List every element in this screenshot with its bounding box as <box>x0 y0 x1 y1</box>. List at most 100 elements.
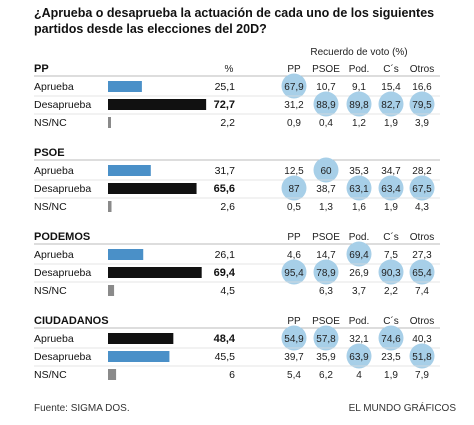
highlight-bubble <box>378 91 404 117</box>
vote-cell: 90,3 <box>381 268 401 279</box>
vote-cell: 74,6 <box>381 334 401 345</box>
row-total: 45,5 <box>215 351 236 363</box>
vote-cell: 35,9 <box>316 352 336 363</box>
vote-col-header: PP <box>287 64 301 75</box>
vote-cell: 1,2 <box>352 118 366 129</box>
vote-cell: 67,9 <box>284 82 304 93</box>
vote-col-header: PSOE <box>312 316 340 327</box>
chart-title-line: ¿Aprueba o desaprueba la actuación de ca… <box>34 6 434 20</box>
row-bar <box>108 351 170 362</box>
row-total: 48,4 <box>214 333 236 345</box>
vote-cell: 1,6 <box>352 202 366 213</box>
row-total: 31,7 <box>215 165 236 177</box>
row-bar <box>108 183 197 194</box>
vote-cell: 87 <box>288 184 300 195</box>
vote-col-header: Pod. <box>349 232 370 243</box>
vote-cell: 63,1 <box>349 184 369 195</box>
source-note: Fuente: SIGMA DOS. <box>34 403 130 414</box>
highlight-bubble <box>378 325 404 351</box>
vote-col-header: Otros <box>410 316 434 327</box>
highlight-bubble <box>409 91 435 117</box>
vote-cell: 4 <box>356 370 362 381</box>
row-label: Aprueba <box>34 249 74 261</box>
vote-cell: 89,8 <box>349 100 369 111</box>
vote-col-header: Otros <box>410 64 434 75</box>
vote-cell: 7,4 <box>415 286 429 297</box>
vote-cell: 27,3 <box>412 250 432 261</box>
row-total: 25,1 <box>215 81 236 93</box>
vote-col-header: PSOE <box>312 64 340 75</box>
vote-cell: 1,9 <box>384 202 398 213</box>
highlight-bubble <box>281 175 307 201</box>
section-party-label: PODEMOS <box>34 231 90 243</box>
highlight-bubble <box>281 73 307 99</box>
highlight-bubble <box>409 343 435 369</box>
row-label: Aprueba <box>34 333 74 345</box>
vote-cell: 39,7 <box>284 352 304 363</box>
vote-cell: 1,9 <box>384 118 398 129</box>
vote-cell: 4,6 <box>287 250 301 261</box>
vote-col-header: PP <box>287 232 301 243</box>
row-label: Desaprueba <box>34 351 91 363</box>
row-total: 4,5 <box>220 285 235 297</box>
vote-cell: 4,3 <box>415 202 429 213</box>
row-bar <box>108 285 115 296</box>
highlight-bubble <box>313 157 339 183</box>
row-total: 6 <box>229 369 235 381</box>
vote-col-header: C´s <box>383 315 399 327</box>
vote-cell: 10,7 <box>316 82 336 93</box>
vote-cell: 0,4 <box>319 118 333 129</box>
vote-cell: 38,7 <box>316 184 336 195</box>
row-label: NS/NC <box>34 369 67 381</box>
vote-cell: 51,8 <box>412 352 432 363</box>
vote-cell: 26,9 <box>349 268 369 279</box>
vote-col-header: Otros <box>410 232 434 243</box>
vote-cell: 6,3 <box>319 286 333 297</box>
vote-cell: 23,5 <box>381 352 401 363</box>
row-label: Desaprueba <box>34 267 91 279</box>
vote-cell: 1,9 <box>384 370 398 381</box>
recuerdo-header: Recuerdo de voto (%) <box>310 47 407 58</box>
row-bar <box>108 369 117 380</box>
vote-cell: 35,3 <box>349 166 369 177</box>
vote-cell: 79,5 <box>412 100 432 111</box>
row-bar <box>108 117 111 128</box>
vote-cell: 0,5 <box>287 202 301 213</box>
vote-col-header: Pod. <box>349 316 370 327</box>
highlight-bubble <box>378 259 404 285</box>
row-total: 2,2 <box>220 117 235 129</box>
row-label: NS/NC <box>34 285 67 297</box>
section-party-label: CIUDADANOS <box>34 315 109 327</box>
vote-cell: 15,4 <box>381 82 401 93</box>
vote-cell: 69,4 <box>349 250 369 261</box>
row-bar <box>108 249 144 260</box>
vote-cell: 67,5 <box>412 184 432 195</box>
highlight-bubble <box>313 325 339 351</box>
highlight-bubble <box>346 91 372 117</box>
vote-cell: 7,5 <box>384 250 398 261</box>
vote-cell: 12,5 <box>284 166 304 177</box>
vote-cell: 65,4 <box>412 268 432 279</box>
vote-cell: 31,2 <box>284 100 304 111</box>
row-label: NS/NC <box>34 117 67 129</box>
vote-cell: 95,4 <box>284 268 304 279</box>
row-total: 65,6 <box>214 183 235 195</box>
vote-cell: 6,2 <box>319 370 333 381</box>
vote-cell: 63,9 <box>349 352 369 363</box>
highlight-bubble <box>281 259 307 285</box>
vote-cell: 40,3 <box>412 334 432 345</box>
highlight-bubble <box>346 241 372 267</box>
vote-col-header: PSOE <box>312 232 340 243</box>
vote-cell: 34,7 <box>381 166 401 177</box>
vote-col-header: PP <box>287 316 301 327</box>
highlight-bubble <box>409 259 435 285</box>
row-label: Aprueba <box>34 165 74 177</box>
vote-col-header: C´s <box>383 63 399 75</box>
row-label: Desaprueba <box>34 183 91 195</box>
vote-cell: 3,7 <box>352 286 366 297</box>
vote-cell: 1,3 <box>319 202 333 213</box>
vote-cell: 78,9 <box>316 268 336 279</box>
row-label: NS/NC <box>34 201 67 213</box>
vote-cell: 28,2 <box>412 166 432 177</box>
